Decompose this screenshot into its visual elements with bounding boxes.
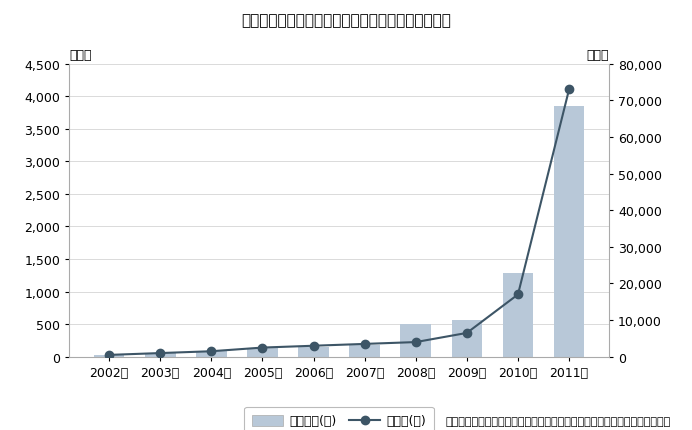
Bar bbox=[502, 274, 534, 357]
Text: わが国のカーシェアリング車両台数と会員数の推移: わが国のカーシェアリング車両台数と会員数の推移 bbox=[241, 13, 451, 28]
Legend: 車両台数(台), 会員数(人): 車両台数(台), 会員数(人) bbox=[244, 407, 434, 430]
Bar bbox=[145, 353, 176, 357]
Bar bbox=[298, 347, 329, 357]
Text: （台）: （台） bbox=[69, 49, 92, 61]
Text: 出所：「交通エコロジー・モビリティ財団の公表データ」より大和総研作成: 出所：「交通エコロジー・モビリティ財団の公表データ」より大和総研作成 bbox=[446, 416, 671, 426]
Bar bbox=[93, 355, 125, 357]
Bar bbox=[401, 324, 431, 357]
Bar bbox=[451, 320, 482, 357]
Bar bbox=[349, 345, 380, 357]
Bar bbox=[247, 348, 277, 357]
Text: （人）: （人） bbox=[586, 49, 609, 61]
Bar bbox=[554, 107, 585, 357]
Bar bbox=[196, 351, 226, 357]
